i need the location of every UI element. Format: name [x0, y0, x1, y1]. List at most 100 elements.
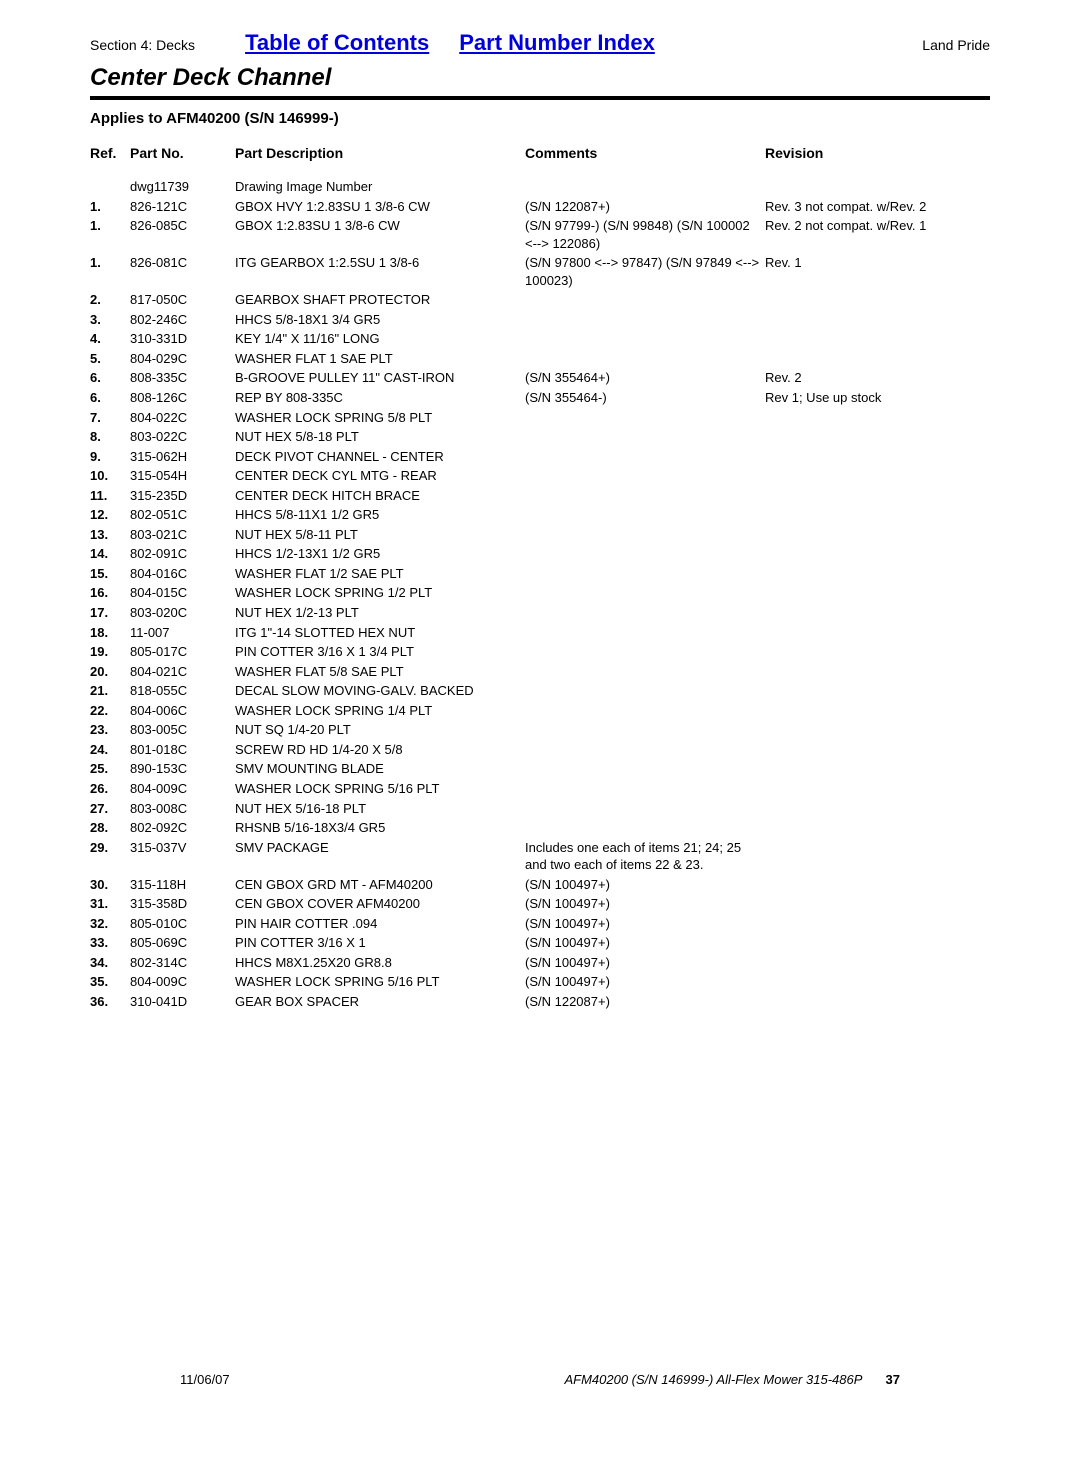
cell-part-no: 315-118H	[130, 875, 235, 895]
cell-part-no: 315-358D	[130, 894, 235, 914]
cell-revision	[765, 427, 990, 447]
cell-description: CENTER DECK CYL MTG - REAR	[235, 466, 525, 486]
cell-comments	[525, 466, 765, 486]
cell-comments: (S/N 100497+)	[525, 914, 765, 934]
cell-part-no: 802-246C	[130, 310, 235, 330]
cell-part-no: 802-314C	[130, 953, 235, 973]
table-row: 18.11-007ITG 1"-14 SLOTTED HEX NUT	[90, 623, 990, 643]
cell-comments	[525, 329, 765, 349]
cell-comments	[525, 349, 765, 369]
cell-ref: 33.	[90, 933, 130, 953]
cell-ref: 14.	[90, 544, 130, 564]
cell-description: CENTER DECK HITCH BRACE	[235, 486, 525, 506]
cell-revision	[765, 408, 990, 428]
table-row: 1.826-085CGBOX 1:2.83SU 1 3/8-6 CW(S/N 9…	[90, 216, 990, 253]
table-row: 23.803-005CNUT SQ 1/4-20 PLT	[90, 720, 990, 740]
cell-description: B-GROOVE PULLEY 11" CAST-IRON	[235, 368, 525, 388]
cell-comments: (S/N 100497+)	[525, 894, 765, 914]
cell-description: ITG 1"-14 SLOTTED HEX NUT	[235, 623, 525, 643]
part-number-index-link[interactable]: Part Number Index	[459, 30, 655, 56]
cell-description: HHCS 1/2-13X1 1/2 GR5	[235, 544, 525, 564]
cell-comments	[525, 564, 765, 584]
cell-ref	[90, 177, 130, 197]
table-row: 27.803-008CNUT HEX 5/16-18 PLT	[90, 799, 990, 819]
table-row: 30.315-118HCEN GBOX GRD MT - AFM40200(S/…	[90, 875, 990, 895]
cell-comments	[525, 701, 765, 721]
cell-ref: 7.	[90, 408, 130, 428]
cell-revision	[765, 933, 990, 953]
cell-part-no: 804-015C	[130, 583, 235, 603]
cell-ref: 1.	[90, 253, 130, 290]
cell-comments	[525, 177, 765, 197]
cell-ref: 18.	[90, 623, 130, 643]
cell-comments: (S/N 122087+)	[525, 197, 765, 217]
cell-revision	[765, 701, 990, 721]
col-comments-header: Comments	[525, 145, 765, 169]
cell-revision: Rev. 3 not compat. w/Rev. 2	[765, 197, 990, 217]
cell-revision	[765, 642, 990, 662]
cell-revision	[765, 894, 990, 914]
cell-part-no: 804-022C	[130, 408, 235, 428]
footer-doc-title: AFM40200 (S/N 146999-) All-Flex Mower 31…	[564, 1372, 861, 1387]
cell-description: Drawing Image Number	[235, 177, 525, 197]
cell-description: WASHER LOCK SPRING 1/4 PLT	[235, 701, 525, 721]
section-label: Section 4: Decks	[90, 37, 195, 53]
cell-comments: (S/N 100497+)	[525, 972, 765, 992]
cell-part-no: 805-069C	[130, 933, 235, 953]
cell-comments: (S/N 122087+)	[525, 992, 765, 1012]
cell-ref: 15.	[90, 564, 130, 584]
table-row: 2.817-050CGEARBOX SHAFT PROTECTOR	[90, 290, 990, 310]
cell-revision	[765, 583, 990, 603]
cell-ref: 11.	[90, 486, 130, 506]
cell-comments: (S/N 97800 <--> 97847) (S/N 97849 <--> 1…	[525, 253, 765, 290]
cell-revision	[765, 505, 990, 525]
cell-part-no: 826-085C	[130, 216, 235, 253]
cell-ref: 21.	[90, 681, 130, 701]
table-row: 6.808-335CB-GROOVE PULLEY 11" CAST-IRON(…	[90, 368, 990, 388]
parts-table: Ref. Part No. Part Description Comments …	[90, 145, 990, 1012]
col-partno-header: Part No.	[130, 145, 235, 169]
cell-description: WASHER LOCK SPRING 5/16 PLT	[235, 779, 525, 799]
cell-ref: 16.	[90, 583, 130, 603]
cell-comments	[525, 544, 765, 564]
cell-revision	[765, 953, 990, 973]
cell-ref: 30.	[90, 875, 130, 895]
cell-part-no: 310-041D	[130, 992, 235, 1012]
cell-comments	[525, 290, 765, 310]
cell-ref: 10.	[90, 466, 130, 486]
cell-description: HHCS M8X1.25X20 GR8.8	[235, 953, 525, 973]
table-row: 3.802-246CHHCS 5/8-18X1 3/4 GR5	[90, 310, 990, 330]
table-row: 33.805-069CPIN COTTER 3/16 X 1(S/N 10049…	[90, 933, 990, 953]
cell-part-no: 315-054H	[130, 466, 235, 486]
cell-part-no: 826-121C	[130, 197, 235, 217]
cell-part-no: 808-335C	[130, 368, 235, 388]
cell-ref: 17.	[90, 603, 130, 623]
cell-description: CEN GBOX COVER AFM40200	[235, 894, 525, 914]
cell-comments	[525, 681, 765, 701]
cell-part-no: 803-008C	[130, 799, 235, 819]
cell-revision	[765, 914, 990, 934]
cell-description: SMV PACKAGE	[235, 838, 525, 875]
cell-comments	[525, 799, 765, 819]
cell-part-no: dwg11739	[130, 177, 235, 197]
table-row: 20.804-021CWASHER FLAT 5/8 SAE PLT	[90, 662, 990, 682]
cell-comments	[525, 623, 765, 643]
table-row: 4.310-331DKEY 1/4" X 11/16" LONG	[90, 329, 990, 349]
cell-part-no: 804-016C	[130, 564, 235, 584]
toc-link[interactable]: Table of Contents	[245, 30, 429, 56]
cell-part-no: 804-009C	[130, 972, 235, 992]
table-row: 21.818-055CDECAL SLOW MOVING-GALV. BACKE…	[90, 681, 990, 701]
applies-to-label: Applies to AFM40200 (S/N 146999-)	[90, 110, 990, 127]
cell-ref: 28.	[90, 818, 130, 838]
table-row: 31.315-358DCEN GBOX COVER AFM40200(S/N 1…	[90, 894, 990, 914]
cell-revision	[765, 564, 990, 584]
footer-page-number: 37	[886, 1372, 900, 1387]
cell-revision	[765, 177, 990, 197]
page-header: Section 4: Decks Table of Contents Part …	[90, 30, 990, 56]
cell-ref: 32.	[90, 914, 130, 934]
table-row: 22.804-006CWASHER LOCK SPRING 1/4 PLT	[90, 701, 990, 721]
table-row: 9.315-062HDECK PIVOT CHANNEL - CENTER	[90, 447, 990, 467]
table-row: 8.803-022CNUT HEX 5/8-18 PLT	[90, 427, 990, 447]
cell-description: ITG GEARBOX 1:2.5SU 1 3/8-6	[235, 253, 525, 290]
cell-ref: 5.	[90, 349, 130, 369]
